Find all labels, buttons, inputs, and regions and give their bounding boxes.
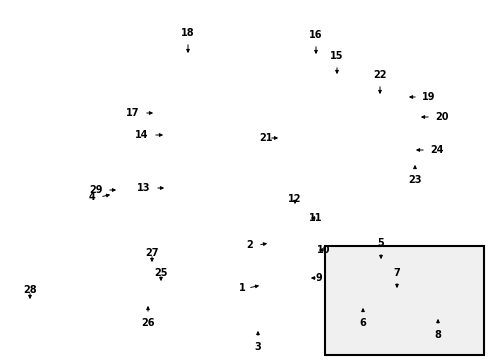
Text: 5: 5 bbox=[377, 238, 384, 248]
Text: 29: 29 bbox=[89, 185, 103, 195]
Text: 20: 20 bbox=[434, 112, 447, 122]
Text: 19: 19 bbox=[421, 92, 435, 102]
Text: 28: 28 bbox=[23, 285, 37, 295]
Text: 22: 22 bbox=[372, 70, 386, 80]
Text: 14: 14 bbox=[134, 130, 148, 140]
Text: 6: 6 bbox=[359, 318, 366, 328]
Text: 16: 16 bbox=[308, 30, 322, 40]
Text: 27: 27 bbox=[145, 248, 159, 258]
Text: 1: 1 bbox=[239, 283, 245, 293]
Text: 24: 24 bbox=[429, 145, 443, 155]
Text: 26: 26 bbox=[141, 318, 154, 328]
Bar bbox=[325, 246, 483, 355]
Text: 2: 2 bbox=[246, 240, 252, 250]
Text: 3: 3 bbox=[254, 342, 261, 352]
Text: 15: 15 bbox=[329, 51, 343, 61]
Text: 23: 23 bbox=[407, 175, 421, 185]
Text: 17: 17 bbox=[125, 108, 139, 118]
Text: 12: 12 bbox=[287, 194, 301, 204]
Text: 25: 25 bbox=[154, 268, 167, 278]
Text: 11: 11 bbox=[308, 213, 321, 223]
Text: 18: 18 bbox=[181, 28, 194, 38]
Text: 10: 10 bbox=[316, 245, 329, 255]
Text: 7: 7 bbox=[393, 268, 400, 278]
Text: 21: 21 bbox=[259, 133, 272, 143]
Text: 13: 13 bbox=[136, 183, 150, 193]
Text: 9: 9 bbox=[315, 273, 321, 283]
Text: 4: 4 bbox=[88, 192, 95, 202]
Text: 8: 8 bbox=[434, 330, 441, 340]
